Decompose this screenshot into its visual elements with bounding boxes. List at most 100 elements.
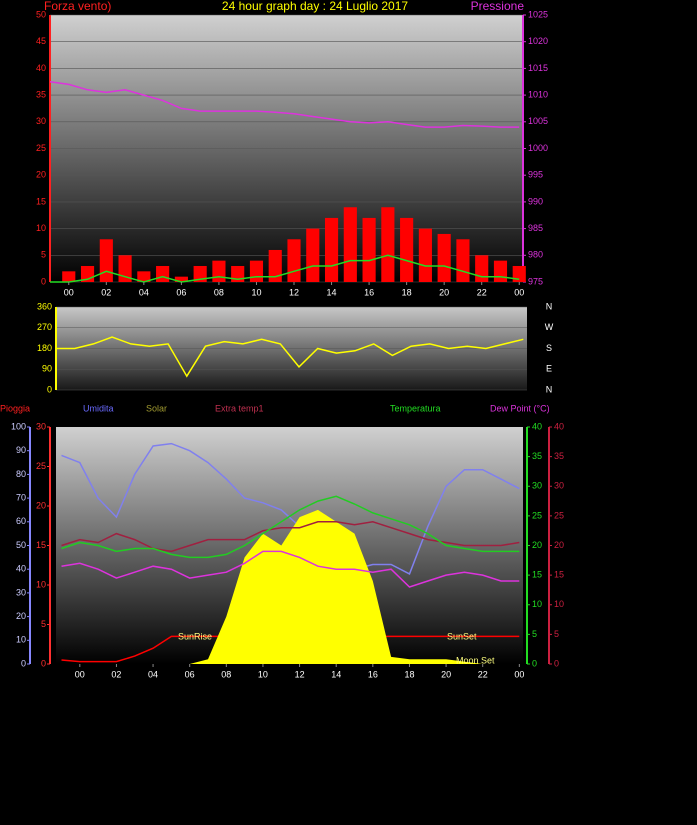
y-tick-label: 35 xyxy=(532,451,542,461)
annotation: Moon Set xyxy=(456,655,495,665)
chart-title: 24 hour graph day : 24 Luglio 2017 xyxy=(222,0,408,13)
y-tick-label: 35 xyxy=(554,451,564,461)
y2-tick-label: 1005 xyxy=(528,116,548,126)
y-tick-label: 90 xyxy=(42,364,52,374)
y-tick-label: 10 xyxy=(36,579,46,589)
bar xyxy=(512,265,526,282)
y2-tick-label: 1015 xyxy=(528,63,548,73)
line xyxy=(61,550,520,588)
y2-label: Pressione xyxy=(471,0,525,13)
bar xyxy=(99,239,113,282)
y2-tick-label: 985 xyxy=(528,223,543,233)
y2-tick-label: 995 xyxy=(528,170,543,180)
bar xyxy=(174,276,188,282)
y-tick-label: 40 xyxy=(36,63,46,73)
compass-label: N xyxy=(546,301,553,311)
y-tick-label: 35 xyxy=(36,89,46,99)
x-tick-label: 10 xyxy=(251,287,261,297)
y-tick-label: 5 xyxy=(554,629,559,639)
x-tick-label: 04 xyxy=(139,287,149,297)
bar xyxy=(437,233,451,282)
y-tick-label: 25 xyxy=(554,510,564,520)
x-tick-label: 16 xyxy=(364,287,374,297)
x-tick-label: 20 xyxy=(441,669,451,679)
x-tick-label: 12 xyxy=(295,669,305,679)
bar xyxy=(343,207,357,282)
y2-tick-label: 975 xyxy=(528,276,543,286)
x-tick-label: 08 xyxy=(214,287,224,297)
x-tick-label: 18 xyxy=(402,287,412,297)
y2-tick-label: 980 xyxy=(528,250,543,260)
x-tick-label: 22 xyxy=(478,669,488,679)
bar xyxy=(62,271,76,282)
y-tick-label: 5 xyxy=(532,629,537,639)
y-label: Forza vento) xyxy=(44,0,111,13)
bar xyxy=(268,249,282,282)
line xyxy=(50,254,520,283)
x-tick-label: 14 xyxy=(327,287,337,297)
legend-label: Temperatura xyxy=(390,403,441,413)
y-tick-label: 0 xyxy=(41,658,46,668)
y-tick-label: 80 xyxy=(16,469,26,479)
compass-label: W xyxy=(545,322,554,332)
y-tick-label: 25 xyxy=(532,510,542,520)
bar xyxy=(212,260,226,282)
area xyxy=(61,509,520,664)
y-tick-label: 30 xyxy=(36,421,46,431)
y-tick-label: 15 xyxy=(532,570,542,580)
y-tick-label: 10 xyxy=(532,599,542,609)
y-tick-label: 0 xyxy=(532,658,537,668)
y-tick-label: 20 xyxy=(554,540,564,550)
y2-tick-label: 1010 xyxy=(528,89,548,99)
bar xyxy=(456,239,470,282)
line xyxy=(61,495,520,559)
x-tick-label: 18 xyxy=(404,669,414,679)
bar xyxy=(475,255,489,282)
y-tick-label: 50 xyxy=(16,540,26,550)
bar xyxy=(381,207,395,282)
y2-tick-label: 1000 xyxy=(528,143,548,153)
bar xyxy=(137,271,151,282)
y2-tick-label: 1020 xyxy=(528,36,548,46)
compass-label: N xyxy=(546,384,553,394)
bar xyxy=(493,260,508,282)
y-tick-label: 25 xyxy=(36,461,46,471)
line xyxy=(61,442,520,575)
y-tick-label: 40 xyxy=(16,564,26,574)
legend-label: Pioggia xyxy=(0,403,30,413)
y-tick-label: 10 xyxy=(36,223,46,233)
y-tick-label: 30 xyxy=(16,587,26,597)
x-tick-label: 06 xyxy=(176,287,186,297)
y-tick-label: 40 xyxy=(554,421,564,431)
y-tick-label: 0 xyxy=(554,658,559,668)
y-tick-label: 5 xyxy=(41,619,46,629)
bar xyxy=(362,217,376,282)
x-tick-label: 00 xyxy=(514,669,524,679)
x-tick-label: 10 xyxy=(258,669,268,679)
legend-label: Extra temp1 xyxy=(215,403,264,413)
legend-label: Dew Point (°C) xyxy=(490,403,550,413)
x-tick-label: 08 xyxy=(221,669,231,679)
y-tick-label: 20 xyxy=(16,611,26,621)
line xyxy=(49,81,520,128)
y-tick-label: 70 xyxy=(16,492,26,502)
y-tick-label: 360 xyxy=(37,301,52,311)
x-tick-label: 00 xyxy=(514,287,524,297)
bar xyxy=(249,260,264,282)
y-tick-label: 60 xyxy=(16,516,26,526)
y2-tick-label: 990 xyxy=(528,196,543,206)
y-tick-label: 20 xyxy=(532,540,542,550)
y-tick-label: 30 xyxy=(532,481,542,491)
bar xyxy=(324,217,339,282)
y-tick-label: 25 xyxy=(36,143,46,153)
bar xyxy=(156,265,170,282)
x-tick-label: 22 xyxy=(477,287,487,297)
annotation: SunSet xyxy=(447,631,477,641)
y-tick-label: 50 xyxy=(36,9,46,19)
y-tick-label: 20 xyxy=(36,500,46,510)
x-tick-label: 12 xyxy=(289,287,299,297)
x-tick-label: 02 xyxy=(101,287,111,297)
legend-label: Umidita xyxy=(83,403,114,413)
y-tick-label: 15 xyxy=(36,540,46,550)
y-tick-label: 15 xyxy=(36,196,46,206)
